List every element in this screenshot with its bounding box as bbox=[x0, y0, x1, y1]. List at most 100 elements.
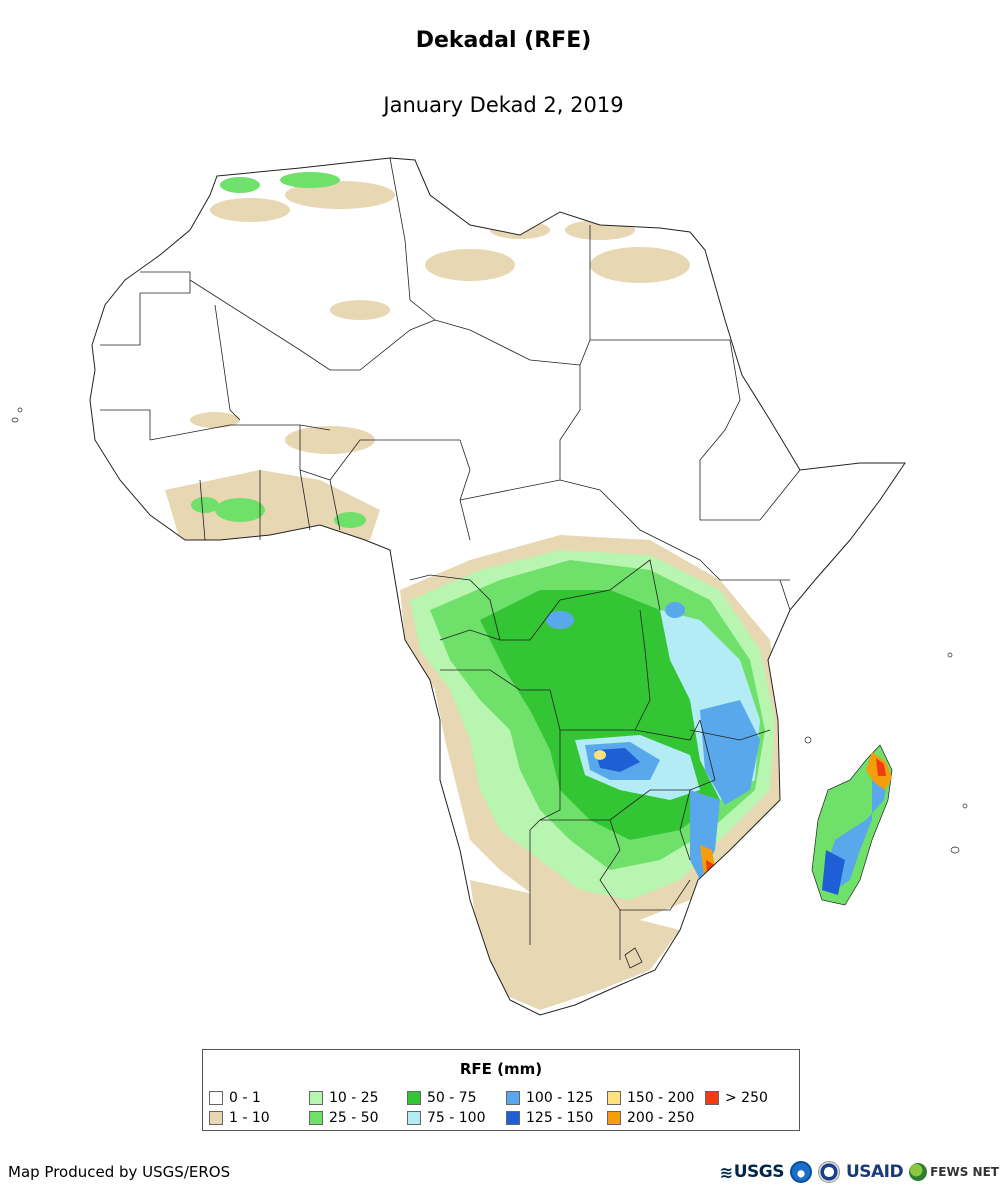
island bbox=[804, 736, 812, 744]
rainfall-south-tan bbox=[470, 880, 680, 1010]
fews-logo-text: FEWS NET bbox=[930, 1165, 999, 1179]
rainfall-patch bbox=[210, 198, 290, 222]
map-subtitle: January Dekad 2, 2019 bbox=[383, 93, 624, 117]
island bbox=[17, 407, 23, 413]
island bbox=[11, 417, 19, 423]
island bbox=[950, 846, 960, 854]
country-border bbox=[599, 819, 691, 911]
rainfall-patch bbox=[665, 602, 685, 618]
country-border bbox=[199, 479, 206, 541]
credit-text: Map Produced by USGS/EROS bbox=[8, 1163, 231, 1181]
agency-logos: ≋ USGS USAID FEWS NET bbox=[720, 1158, 999, 1186]
legend-swatch bbox=[506, 1091, 520, 1105]
country-border bbox=[624, 947, 643, 969]
rainfall-core-dark-blue bbox=[595, 748, 640, 772]
map-layer bbox=[11, 157, 968, 1016]
country-border bbox=[559, 365, 581, 480]
madagascar-rain-dark-blue bbox=[822, 850, 845, 895]
legend-swatch bbox=[407, 1091, 421, 1105]
legend-item: 25 - 50 bbox=[309, 1110, 379, 1126]
legend-item: 10 - 25 bbox=[309, 1090, 379, 1106]
legend-item: 50 - 75 bbox=[407, 1090, 477, 1106]
country-border bbox=[779, 579, 791, 611]
legend-swatch bbox=[705, 1091, 719, 1105]
country-border bbox=[299, 469, 311, 531]
rainfall-fields bbox=[165, 172, 780, 1010]
country-border bbox=[634, 609, 651, 731]
legend-label: 25 - 50 bbox=[329, 1110, 379, 1126]
madagascar-rain-red bbox=[876, 758, 886, 776]
legend-label: 0 - 1 bbox=[229, 1090, 261, 1106]
rainfall-patch bbox=[425, 249, 515, 281]
africa-coastline bbox=[89, 157, 906, 1016]
country-border bbox=[329, 479, 341, 531]
island bbox=[962, 803, 968, 809]
country-border bbox=[100, 293, 141, 346]
noaa-seal-icon bbox=[789, 1161, 812, 1183]
usgs-logo-text: USGS bbox=[733, 1162, 785, 1182]
legend: RFE (mm) 0 - 1 1 - 10 10 - 25 25 - 50 50 - 7… bbox=[202, 1049, 800, 1131]
legend-swatch bbox=[407, 1111, 421, 1125]
island bbox=[947, 652, 953, 658]
map-title: Dekadal (RFE) bbox=[415, 28, 592, 53]
country-border bbox=[389, 157, 436, 321]
rainfall-patch bbox=[285, 426, 375, 454]
legend-item: 200 - 250 bbox=[607, 1110, 694, 1126]
country-border bbox=[699, 339, 760, 521]
country-border bbox=[699, 559, 790, 581]
legend-swatch bbox=[209, 1111, 223, 1125]
legend-swatch bbox=[309, 1111, 323, 1125]
usgs-logo: ≋ USGS bbox=[719, 1162, 785, 1182]
legend-item: 100 - 125 bbox=[506, 1090, 593, 1106]
rainfall-patch bbox=[565, 220, 635, 240]
rainfall-west-africa bbox=[165, 470, 380, 545]
legend-swatch bbox=[607, 1111, 621, 1125]
rainfall-mozambique-red bbox=[706, 860, 714, 886]
legend-item: 75 - 100 bbox=[407, 1110, 486, 1126]
rainfall-patch bbox=[334, 512, 366, 528]
country-border bbox=[439, 559, 661, 641]
rainfall-patch bbox=[590, 247, 690, 283]
country-border bbox=[590, 719, 701, 741]
legend-label: 50 - 75 bbox=[427, 1090, 477, 1106]
legend-item: > 250 bbox=[705, 1090, 768, 1106]
country-border bbox=[689, 729, 771, 741]
legend-label: > 250 bbox=[725, 1090, 768, 1106]
rainfall-patch bbox=[220, 177, 260, 193]
legend-swatch bbox=[607, 1091, 621, 1105]
country-border bbox=[214, 304, 241, 421]
rainfall-patch bbox=[546, 611, 574, 629]
madagascar-rain-blue bbox=[825, 760, 888, 890]
legend-swatch bbox=[209, 1091, 223, 1105]
country-border bbox=[149, 424, 331, 441]
rainfall-patch bbox=[215, 498, 265, 522]
country-border bbox=[140, 271, 191, 294]
country-border bbox=[189, 279, 436, 371]
legend-label: 1 - 10 bbox=[229, 1110, 270, 1126]
legend-label: 10 - 25 bbox=[329, 1090, 379, 1106]
legend-item: 1 - 10 bbox=[209, 1110, 270, 1126]
legend-label: 100 - 125 bbox=[526, 1090, 594, 1106]
rainfall-patch bbox=[190, 412, 240, 428]
rainfall-patch bbox=[330, 300, 390, 320]
rainfall-patch bbox=[280, 172, 340, 188]
legend-label: 200 - 250 bbox=[627, 1110, 695, 1126]
usda-seal-icon bbox=[817, 1161, 840, 1183]
rainfall-mozambique-blue bbox=[690, 790, 720, 880]
country-border bbox=[409, 574, 501, 641]
usaid-logo: USAID bbox=[845, 1162, 904, 1182]
legend-title: RFE (mm) bbox=[459, 1060, 543, 1078]
rainfall-patch bbox=[594, 750, 606, 760]
legend-label: 125 - 150 bbox=[526, 1110, 594, 1126]
rainfall-patch bbox=[285, 181, 395, 209]
fews-globe-icon bbox=[909, 1163, 928, 1181]
rainfall-patch bbox=[490, 221, 550, 239]
country-border bbox=[540, 789, 690, 821]
usgs-wave-icon: ≋ bbox=[719, 1162, 733, 1182]
country-border bbox=[459, 439, 471, 541]
legend-item: 150 - 200 bbox=[607, 1090, 694, 1106]
country-border bbox=[759, 469, 801, 521]
legend-item: 0 - 1 bbox=[209, 1090, 261, 1106]
legend-label: 150 - 200 bbox=[627, 1090, 695, 1106]
africa-rainfall-map bbox=[11, 157, 968, 1016]
